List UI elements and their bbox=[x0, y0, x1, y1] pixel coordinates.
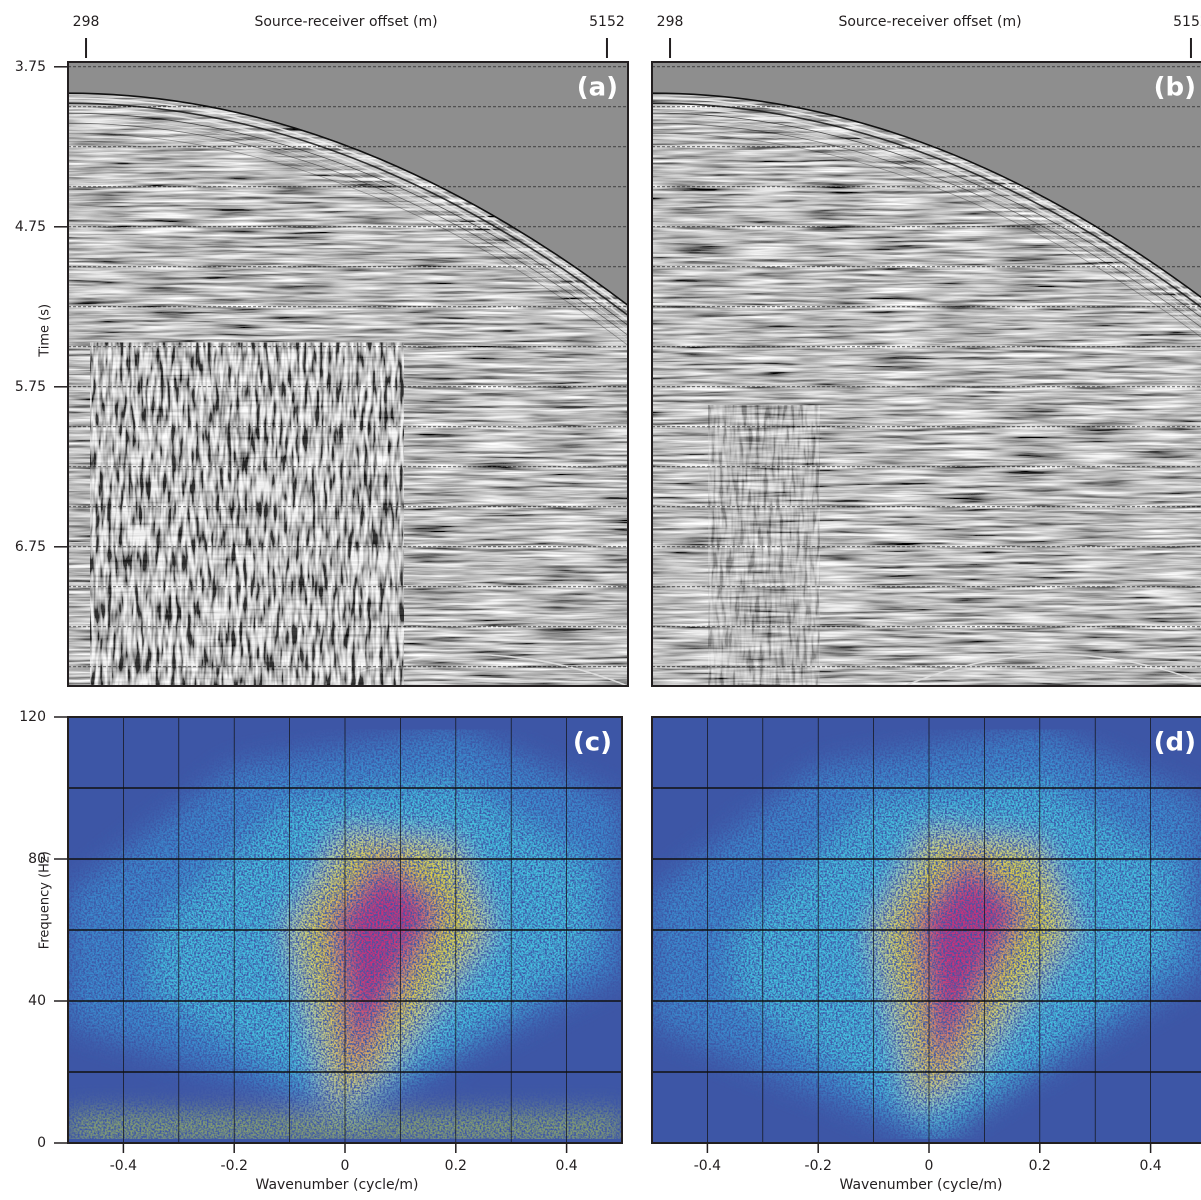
x-tick-label: 298 bbox=[73, 14, 100, 30]
wavefront bbox=[68, 132, 628, 346]
panel-frame bbox=[67, 61, 629, 687]
wavefront bbox=[68, 117, 628, 331]
noise-columns bbox=[90, 342, 405, 686]
wavefront bbox=[68, 97, 628, 311]
spectrum-energy bbox=[68, 729, 622, 1139]
x-tick-label: 0.4 bbox=[555, 1158, 577, 1174]
panel-label: (c) bbox=[573, 728, 612, 758]
panel-label: (b) bbox=[1154, 73, 1196, 103]
wavefront bbox=[652, 97, 1201, 304]
y-tick-label: 3.75 bbox=[15, 59, 46, 75]
late-arrival bbox=[903, 654, 1201, 686]
wavefront bbox=[68, 122, 628, 336]
wavefront bbox=[652, 102, 1201, 309]
wavefront bbox=[68, 127, 628, 341]
x-tick-label: -0.4 bbox=[694, 1158, 721, 1174]
x-tick-label: 0.2 bbox=[1029, 1158, 1051, 1174]
wavefront bbox=[652, 122, 1201, 328]
y-axis-label: Time (s) bbox=[38, 304, 53, 358]
spectrum-blur bbox=[652, 729, 1201, 1139]
wavefront bbox=[652, 107, 1201, 314]
x-axis-label: Wavenumber (cycle/m) bbox=[256, 1177, 419, 1193]
spectrum-blur bbox=[68, 729, 622, 1139]
wavefront bbox=[652, 112, 1201, 318]
wavefront bbox=[652, 127, 1201, 333]
y-tick-label: 4.75 bbox=[15, 219, 46, 235]
x-axis-label: Source-receiver offset (m) bbox=[838, 14, 1021, 30]
spectrum-energy bbox=[652, 729, 1201, 1139]
x-tick-label: 0 bbox=[341, 1158, 350, 1174]
y-tick-label: 6.75 bbox=[15, 539, 46, 555]
y-tick-label: 120 bbox=[19, 709, 46, 725]
panel-frame bbox=[651, 61, 1201, 687]
y-tick-label: 5.75 bbox=[15, 379, 46, 395]
x-tick-label: -0.2 bbox=[805, 1158, 832, 1174]
wavefront bbox=[652, 117, 1201, 323]
x-axis-label: Source-receiver offset (m) bbox=[254, 14, 437, 30]
panel-image bbox=[652, 717, 1201, 1143]
panel-label: (a) bbox=[577, 73, 618, 103]
panel-image bbox=[68, 62, 628, 686]
x-tick-label: -0.2 bbox=[221, 1158, 248, 1174]
energy-peak bbox=[328, 853, 445, 1084]
x-tick-label: 298 bbox=[657, 14, 684, 30]
wavefront bbox=[652, 132, 1201, 338]
quiet-zone bbox=[652, 62, 1201, 298]
y-tick-label: 80 bbox=[28, 851, 46, 867]
wavefront bbox=[652, 92, 1201, 299]
wavefront bbox=[68, 107, 628, 321]
x-tick-label: 5152 bbox=[589, 14, 625, 30]
panel: (a) 298 5152 3.75 4.75 5.75 6.75 Source-receive… bbox=[15, 14, 629, 687]
quiet-zone bbox=[68, 62, 628, 306]
noise-residual bbox=[708, 405, 820, 686]
panel-image bbox=[68, 717, 622, 1143]
panel: (c) -0.4 -0.2 0 0.2 0.4 0 40 80 120 Wavenumber (cy… bbox=[19, 709, 623, 1193]
x-tick-label: 0 bbox=[925, 1158, 934, 1174]
panel: (d) -0.4 -0.2 0 0.2 0.4 Wavenumber (cycle/m) bbox=[651, 716, 1201, 1193]
panel-image bbox=[652, 62, 1201, 686]
panel: (b) 298 5152 Source-receiver offset (m) bbox=[651, 14, 1201, 687]
x-tick-label: 0.2 bbox=[445, 1158, 467, 1174]
x-tick-label: 5152 bbox=[1173, 14, 1201, 30]
wavefront bbox=[68, 92, 628, 306]
wavefront bbox=[68, 112, 628, 326]
y-tick-label: 0 bbox=[37, 1135, 46, 1151]
x-axis-label: Wavenumber (cycle/m) bbox=[840, 1177, 1003, 1193]
wavefront bbox=[68, 102, 628, 316]
x-tick-label: -0.4 bbox=[110, 1158, 137, 1174]
panel-label: (d) bbox=[1154, 728, 1196, 758]
x-tick-label: 0.4 bbox=[1139, 1158, 1161, 1174]
y-axis-label: Frequency (Hz) bbox=[38, 851, 53, 949]
energy-peak bbox=[912, 853, 1029, 1084]
y-tick-label: 40 bbox=[28, 993, 46, 1009]
